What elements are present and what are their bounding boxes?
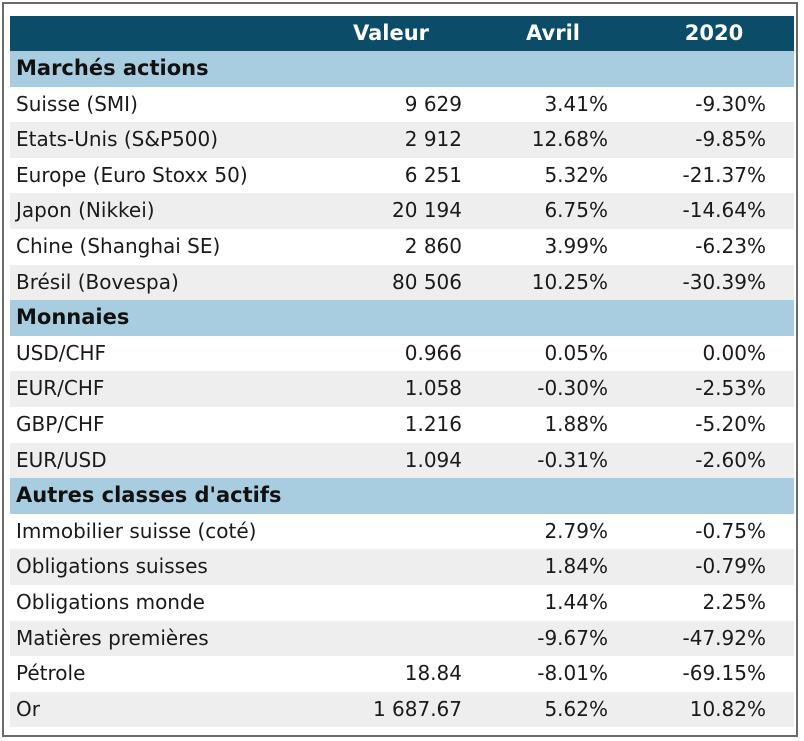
row-avril: -8.01% <box>537 661 608 686</box>
row-valeur: 1.058 <box>310 371 472 407</box>
row-avril: 1.84% <box>472 549 634 585</box>
row-2020: 0.00% <box>702 340 766 365</box>
row-valeur <box>310 620 472 657</box>
row-avril: 6.75% <box>472 193 634 229</box>
row-valeur: 6 251 <box>404 162 462 187</box>
row-avril: 1.44% <box>544 589 608 614</box>
row-2020: -30.39% <box>634 264 794 301</box>
table-row: EUR/CHF 1.058 -0.30% -2.53% <box>10 371 794 407</box>
row-name: EUR/CHF <box>10 371 310 407</box>
row-name: Europe (Euro Stoxx 50) <box>16 162 248 187</box>
row-avril: -0.30% <box>472 371 634 407</box>
table-row: Suisse (SMI) 9 629 3.41% -9.30% <box>10 87 794 123</box>
table-row: Brésil (Bovespa) 80 506 10.25% -30.39% <box>10 264 794 301</box>
row-avril: 5.62% <box>472 691 634 728</box>
section-title: Monnaies <box>10 300 794 336</box>
row-valeur: 2 912 <box>310 122 472 158</box>
row-avril: 5.32% <box>544 162 608 187</box>
header-valeur: Valeur <box>310 16 472 51</box>
row-name: EUR/USD <box>10 442 310 479</box>
row-avril: 10.25% <box>472 264 634 301</box>
row-avril: 0.05% <box>544 340 608 365</box>
row-2020: 2.25% <box>702 589 766 614</box>
row-valeur: 1.094 <box>310 442 472 479</box>
table-row: Japon (Nikkei) 20 194 6.75% -14.64% <box>10 193 794 229</box>
row-2020: -0.75% <box>695 518 766 543</box>
row-avril: 12.68% <box>472 122 634 158</box>
row-name: Brésil (Bovespa) <box>10 264 310 301</box>
row-avril: 2.79% <box>544 518 608 543</box>
row-name: Immobilier suisse (coté) <box>16 518 257 543</box>
header-2020: 2020 <box>634 16 794 51</box>
header-name <box>10 16 310 51</box>
section-row: Autres classes d'actifs <box>10 478 794 514</box>
table-row: Obligations suisses 1.84% -0.79% <box>10 549 794 585</box>
row-2020: -9.85% <box>634 122 794 158</box>
table-row: Immobilier suisse (coté) 2.79% -0.75% <box>10 514 794 550</box>
row-name: Or <box>10 691 310 728</box>
table-body: Marchés actions Suisse (SMI) 9 629 3.41% -9.… <box>10 51 794 728</box>
row-name: USD/CHF <box>16 340 106 365</box>
row-avril: -9.67% <box>472 620 634 657</box>
table-row: Or 1 687.67 5.62% 10.82% <box>10 691 794 728</box>
row-name: GBP/CHF <box>16 411 105 436</box>
table-row: Europe (Euro Stoxx 50) 6 251 5.32% -21.37% <box>10 158 794 194</box>
table-row: Obligations monde 1.44% 2.25% <box>10 585 794 621</box>
row-name: Chine (Shanghai SE) <box>16 233 221 258</box>
table-row: USD/CHF 0.966 0.05% 0.00% <box>10 336 794 372</box>
section-row: Marchés actions <box>10 51 794 87</box>
row-2020: -14.64% <box>634 193 794 229</box>
table-row: Matières premières -9.67% -47.92% <box>10 620 794 657</box>
market-table: Valeur Avril 2020 Marchés actions Suisse … <box>10 16 794 728</box>
row-name: Obligations suisses <box>10 549 310 585</box>
row-2020: -5.20% <box>695 411 766 436</box>
row-avril: 3.99% <box>544 233 608 258</box>
row-name: Matières premières <box>10 620 310 657</box>
row-2020: -69.15% <box>682 661 766 686</box>
row-name: Pétrole <box>16 661 86 686</box>
table-row: GBP/CHF 1.216 1.88% -5.20% <box>10 407 794 443</box>
row-name: Obligations monde <box>16 589 205 614</box>
row-avril: -0.31% <box>472 442 634 479</box>
row-valeur: 9 629 <box>404 91 462 116</box>
row-name: Suisse (SMI) <box>16 91 138 116</box>
row-valeur: 1 687.67 <box>310 691 472 728</box>
section-title: Autres classes d'actifs <box>10 478 794 514</box>
section-title: Marchés actions <box>10 51 794 87</box>
row-valeur <box>310 549 472 585</box>
row-2020: -9.30% <box>695 91 766 116</box>
row-valeur <box>310 514 472 550</box>
row-avril: 1.88% <box>544 411 608 436</box>
table-row: Pétrole 18.84 -8.01% -69.15% <box>10 656 794 692</box>
row-valeur: 80 506 <box>310 264 472 301</box>
row-2020: -21.37% <box>682 162 766 187</box>
row-valeur: 18.84 <box>404 661 462 686</box>
row-avril: 3.41% <box>544 91 608 116</box>
header-avril: Avril <box>472 16 634 51</box>
row-valeur: 0.966 <box>404 340 462 365</box>
row-2020: -6.23% <box>695 233 766 258</box>
table-row: Etats-Unis (S&P500) 2 912 12.68% -9.85% <box>10 122 794 158</box>
table-row: Chine (Shanghai SE) 2 860 3.99% -6.23% <box>10 229 794 265</box>
table-row: EUR/USD 1.094 -0.31% -2.60% <box>10 442 794 479</box>
row-valeur: 1.216 <box>404 411 462 436</box>
row-2020: 10.82% <box>634 691 794 728</box>
row-2020: -47.92% <box>634 620 794 657</box>
row-valeur <box>310 585 472 621</box>
row-2020: -2.60% <box>634 442 794 479</box>
row-valeur: 20 194 <box>310 193 472 229</box>
section-row: Monnaies <box>10 300 794 336</box>
row-name: Japon (Nikkei) <box>10 193 310 229</box>
row-2020: -0.79% <box>634 549 794 585</box>
row-valeur: 2 860 <box>404 233 462 258</box>
row-2020: -2.53% <box>634 371 794 407</box>
row-name: Etats-Unis (S&P500) <box>10 122 310 158</box>
header-row: Valeur Avril 2020 <box>10 16 794 51</box>
